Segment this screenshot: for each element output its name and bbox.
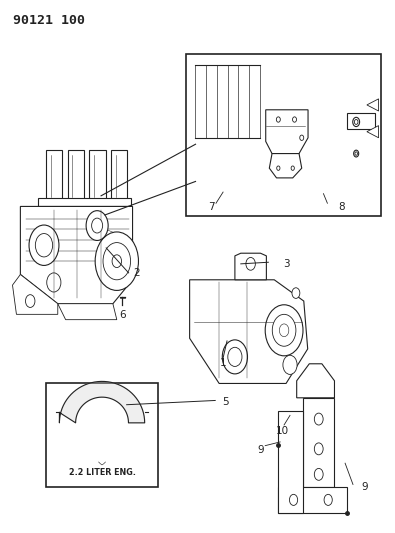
- Bar: [46, 383, 158, 487]
- Circle shape: [314, 469, 323, 480]
- Polygon shape: [278, 410, 303, 513]
- Polygon shape: [348, 114, 375, 129]
- Circle shape: [246, 257, 255, 270]
- Circle shape: [103, 243, 131, 280]
- Circle shape: [265, 305, 303, 356]
- Circle shape: [35, 233, 53, 257]
- Circle shape: [324, 494, 332, 505]
- Circle shape: [112, 255, 122, 268]
- Text: 5: 5: [222, 397, 228, 407]
- Circle shape: [290, 494, 298, 505]
- Circle shape: [95, 232, 139, 290]
- Circle shape: [222, 340, 248, 374]
- Circle shape: [47, 273, 61, 292]
- Circle shape: [86, 211, 108, 240]
- Polygon shape: [269, 154, 302, 178]
- Text: 90121 100: 90121 100: [13, 14, 85, 27]
- Circle shape: [228, 348, 242, 367]
- Bar: [89, 150, 106, 203]
- Text: 10: 10: [276, 426, 289, 437]
- Polygon shape: [278, 487, 347, 513]
- Polygon shape: [58, 304, 117, 320]
- Circle shape: [283, 356, 297, 374]
- Circle shape: [279, 324, 289, 337]
- Circle shape: [353, 117, 359, 126]
- Circle shape: [26, 295, 35, 308]
- Bar: [46, 150, 62, 203]
- Circle shape: [291, 166, 294, 171]
- Text: 8: 8: [338, 202, 344, 212]
- Circle shape: [29, 225, 59, 265]
- Text: 1: 1: [220, 358, 226, 368]
- Polygon shape: [367, 126, 378, 138]
- Bar: [111, 150, 128, 203]
- Text: 9: 9: [361, 482, 368, 492]
- Bar: [38, 198, 131, 206]
- Polygon shape: [13, 274, 58, 314]
- Circle shape: [355, 152, 357, 155]
- Polygon shape: [266, 110, 308, 154]
- Polygon shape: [303, 398, 335, 487]
- Polygon shape: [367, 99, 378, 111]
- Text: 2.2 LITER ENG.: 2.2 LITER ENG.: [69, 468, 135, 477]
- Circle shape: [276, 117, 280, 122]
- Polygon shape: [21, 206, 133, 304]
- Circle shape: [354, 119, 358, 124]
- Polygon shape: [297, 364, 335, 398]
- Circle shape: [314, 443, 323, 455]
- Circle shape: [292, 288, 300, 298]
- Polygon shape: [190, 280, 308, 383]
- Bar: [68, 150, 84, 203]
- Circle shape: [92, 218, 103, 233]
- Circle shape: [314, 413, 323, 425]
- Text: 7: 7: [208, 202, 214, 212]
- Text: 3: 3: [283, 259, 290, 269]
- Circle shape: [300, 135, 304, 140]
- Circle shape: [277, 166, 280, 171]
- Polygon shape: [59, 382, 145, 423]
- Circle shape: [272, 314, 296, 346]
- Circle shape: [354, 150, 359, 157]
- Circle shape: [293, 117, 297, 122]
- Text: 9: 9: [257, 445, 264, 455]
- Bar: [186, 54, 380, 216]
- Text: 2: 2: [133, 268, 140, 278]
- Polygon shape: [235, 253, 266, 280]
- Text: 6: 6: [119, 310, 126, 320]
